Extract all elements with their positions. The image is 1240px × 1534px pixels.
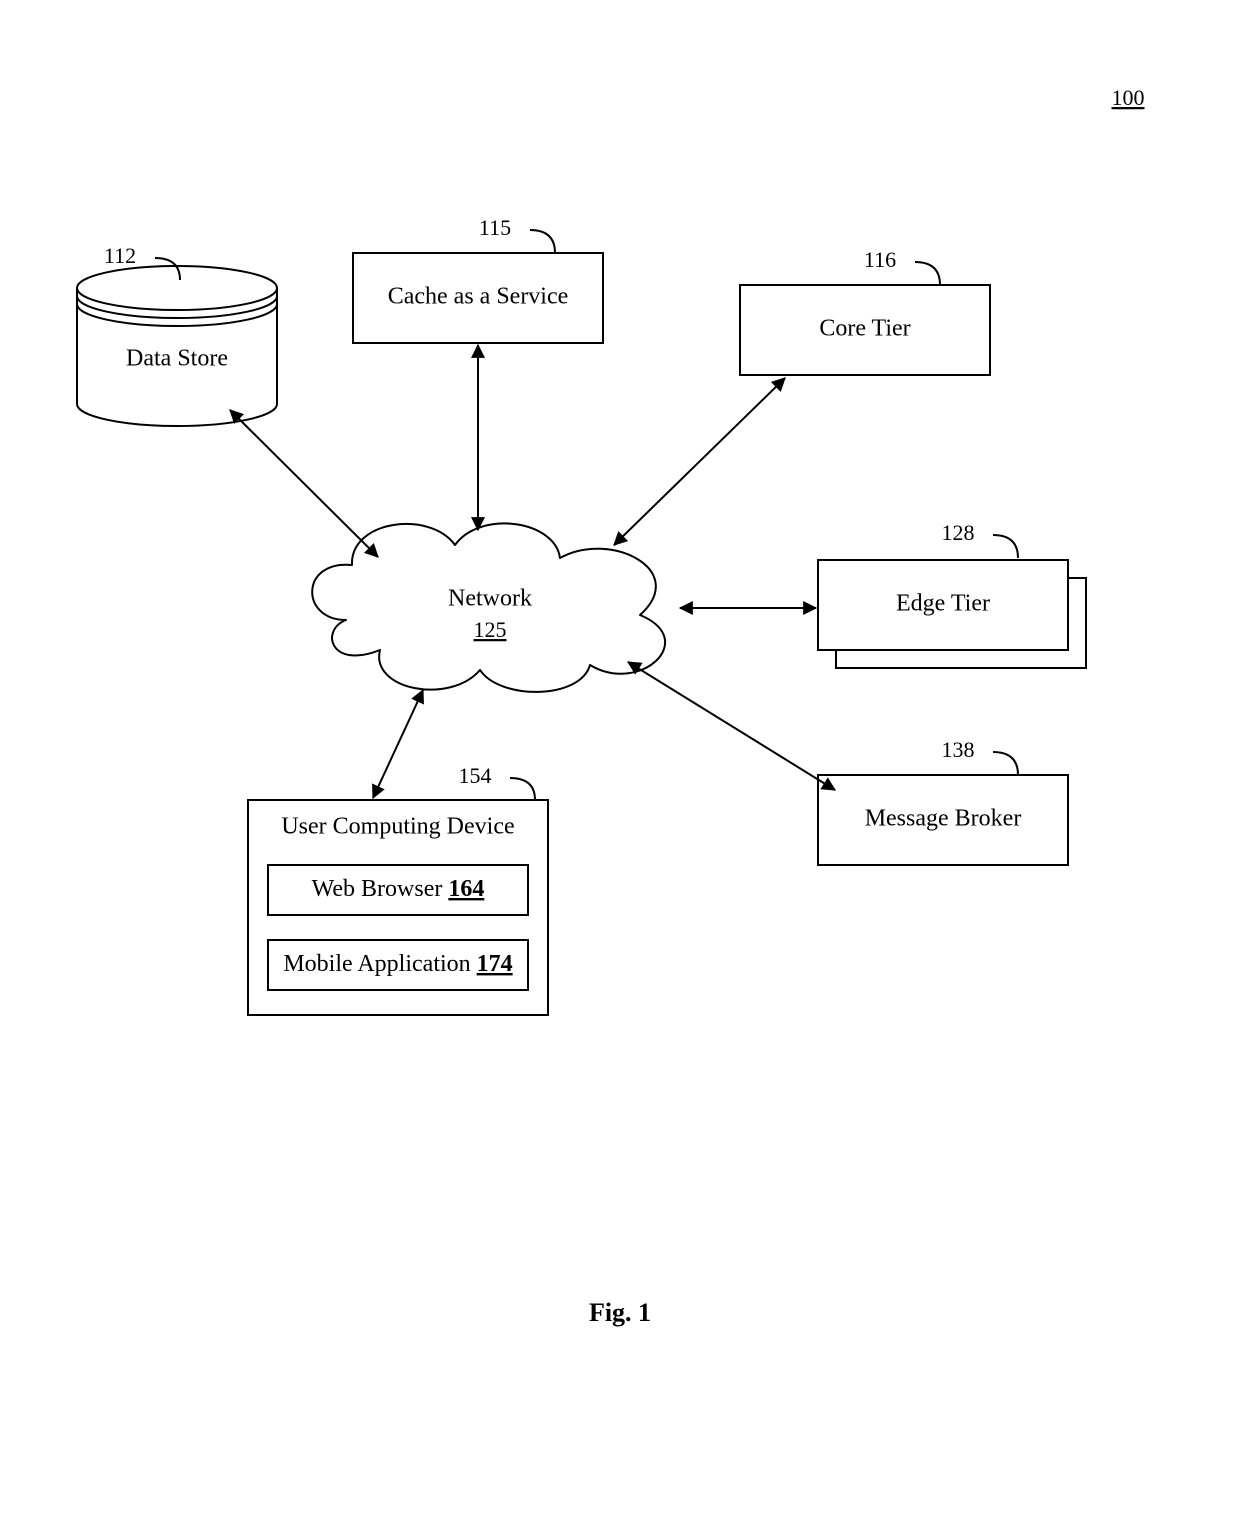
cache-service-node-ref: 115 <box>479 215 511 240</box>
arrow-broker-network <box>628 662 835 790</box>
data-store-ref: 112 <box>104 243 136 268</box>
figure-ref-100: 100 <box>1112 85 1145 110</box>
network-label: Network <box>448 586 532 612</box>
cache-service-node-label: Cache as a Service <box>388 284 569 310</box>
edge-tier-node-label: Edge Tier <box>896 591 990 617</box>
data-store-label: Data Store <box>126 346 228 372</box>
user-device-inner-0: Web Browser 164 <box>312 876 485 902</box>
figure-caption: Fig. 1 <box>589 1298 651 1327</box>
arrow-datastore-network <box>230 410 378 557</box>
edge-tier-node-ref: 128 <box>942 520 975 545</box>
user-device-title: User Computing Device <box>281 814 514 840</box>
message-broker-node-ref: 138 <box>942 737 975 762</box>
core-tier-node-label: Core Tier <box>819 316 910 342</box>
network-ref: 125 <box>474 617 507 642</box>
arrow-user-network <box>373 690 423 798</box>
core-tier-node-ref: 116 <box>864 247 896 272</box>
user-device-ref: 154 <box>459 763 492 788</box>
message-broker-node-label: Message Broker <box>865 806 1022 832</box>
user-device-inner-1: Mobile Application 174 <box>283 951 512 977</box>
arrow-core-network <box>614 378 785 545</box>
